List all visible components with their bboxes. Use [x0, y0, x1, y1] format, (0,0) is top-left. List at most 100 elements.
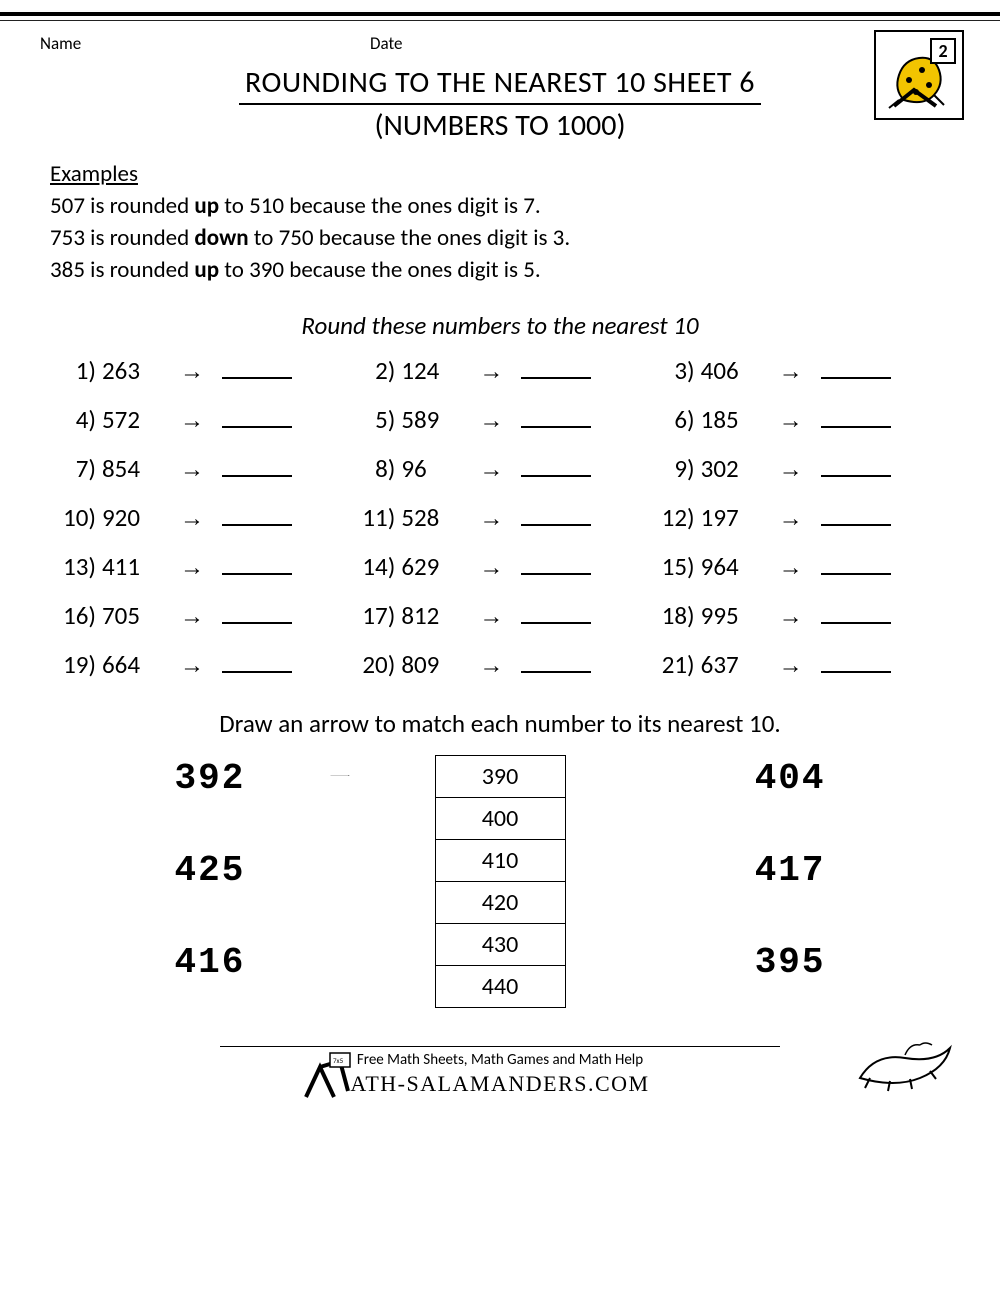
target-cell: 410 — [435, 840, 565, 882]
content: Examples 507 is rounded up to 510 becaus… — [0, 144, 1000, 739]
problem-item: 1)263→ — [56, 355, 345, 386]
arrow-icon: → — [162, 505, 222, 533]
target-cell: 400 — [435, 798, 565, 840]
problem-value: 854 — [96, 453, 162, 484]
arrow-icon: → — [761, 456, 821, 484]
arrow-icon: → — [761, 358, 821, 386]
answer-blank[interactable] — [821, 504, 891, 526]
problem-item: 12)197→ — [655, 502, 944, 533]
problem-value: 185 — [695, 404, 761, 435]
match-right-column: 404417395 — [566, 755, 826, 983]
problem-index: 3) — [655, 355, 695, 386]
problem-value: 411 — [96, 551, 162, 582]
answer-blank[interactable] — [821, 455, 891, 477]
answer-blank[interactable] — [222, 553, 292, 575]
target-cell: 420 — [435, 882, 565, 924]
problem-item: 7)854→ — [56, 453, 345, 484]
instruction-1: Round these numbers to the nearest 10 — [50, 310, 950, 341]
footer-text-2: ATH-SALAMANDERS.COM — [40, 1071, 960, 1097]
answer-blank[interactable] — [821, 406, 891, 428]
target-table-wrap: 390400410420430440 — [435, 755, 566, 1008]
problem-index: 4) — [56, 404, 96, 435]
problem-index: 7) — [56, 453, 96, 484]
arrow-icon: → — [461, 554, 521, 582]
problem-item: 4)572→ — [56, 404, 345, 435]
match-number: 404 — [755, 759, 826, 799]
name-label: Name — [40, 33, 370, 54]
answer-blank[interactable] — [821, 553, 891, 575]
arrow-icon: → — [761, 505, 821, 533]
problem-item: 19)664→ — [56, 649, 345, 680]
problem-item: 13)411→ — [56, 551, 345, 582]
problem-item: 10)920→ — [56, 502, 345, 533]
match-number: 425 — [175, 851, 246, 891]
problem-item: 3)406→ — [655, 355, 944, 386]
problem-item: 21)637→ — [655, 649, 944, 680]
answer-blank[interactable] — [521, 406, 591, 428]
answer-blank[interactable] — [821, 651, 891, 673]
answer-blank[interactable] — [222, 357, 292, 379]
answer-blank[interactable] — [222, 455, 292, 477]
problem-index: 21) — [655, 649, 695, 680]
problem-item: 17)812→ — [355, 600, 644, 631]
answer-blank[interactable] — [521, 504, 591, 526]
problem-index: 13) — [56, 551, 96, 582]
svg-text:7x5: 7x5 — [333, 1056, 344, 1065]
problem-index: 1) — [56, 355, 96, 386]
problem-index: 6) — [655, 404, 695, 435]
rule-top-thick — [0, 12, 1000, 16]
problem-value: 96 — [395, 453, 461, 484]
problem-value: 809 — [395, 649, 461, 680]
title-block: ROUNDING TO THE NEAREST 10 SHEET 6 (NUMB… — [0, 60, 1000, 144]
answer-blank[interactable] — [222, 651, 292, 673]
problem-index: 10) — [56, 502, 96, 533]
problem-value: 589 — [395, 404, 461, 435]
target-cell: 440 — [435, 966, 565, 1008]
match-left-column: 392 425 416 — [175, 755, 435, 983]
arrow-icon: → — [461, 358, 521, 386]
answer-blank[interactable] — [222, 406, 292, 428]
arrow-icon: → — [761, 603, 821, 631]
example-line: 753 is rounded down to 750 because the o… — [50, 224, 950, 252]
answer-blank[interactable] — [521, 357, 591, 379]
problem-item: 2)124→ — [355, 355, 644, 386]
answer-blank[interactable] — [222, 504, 292, 526]
answer-blank[interactable] — [521, 602, 591, 624]
answer-blank[interactable] — [821, 602, 891, 624]
problem-value: 637 — [695, 649, 761, 680]
match-number: 416 — [175, 943, 246, 983]
problem-value: 197 — [695, 502, 761, 533]
problem-index: 15) — [655, 551, 695, 582]
footer: Free Math Sheets, Math Games and Math He… — [0, 1038, 1000, 1117]
header-row: Name Date — [0, 31, 1000, 60]
example-line: 507 is rounded up to 510 because the one… — [50, 192, 950, 220]
problem-item: 15)964→ — [655, 551, 944, 582]
answer-blank[interactable] — [521, 455, 591, 477]
answer-blank[interactable] — [222, 602, 292, 624]
problem-item: 8)96→ — [355, 453, 644, 484]
problem-value: 629 — [395, 551, 461, 582]
example-arrow-icon — [245, 775, 435, 777]
problem-value: 302 — [695, 453, 761, 484]
date-label: Date — [370, 33, 402, 54]
problem-value: 528 — [395, 502, 461, 533]
problem-value: 812 — [395, 600, 461, 631]
examples-list: 507 is rounded up to 510 because the one… — [50, 192, 950, 284]
grade-number: 2 — [930, 38, 956, 64]
title-line-2: (NUMBERS TO 1000) — [40, 107, 960, 144]
match-number: 392 — [175, 759, 246, 799]
problem-item: 6)185→ — [655, 404, 944, 435]
footer-text-1: Free Math Sheets, Math Games and Math He… — [40, 1051, 960, 1069]
arrow-icon: → — [761, 652, 821, 680]
answer-blank[interactable] — [521, 553, 591, 575]
problem-value: 124 — [395, 355, 461, 386]
problem-index: 14) — [355, 551, 395, 582]
rule-top-thin — [0, 20, 1000, 21]
problem-item: 20)809→ — [355, 649, 644, 680]
answer-blank[interactable] — [521, 651, 591, 673]
arrow-icon: → — [461, 505, 521, 533]
problem-item: 11)528→ — [355, 502, 644, 533]
target-cell: 430 — [435, 924, 565, 966]
answer-blank[interactable] — [821, 357, 891, 379]
arrow-icon: → — [162, 407, 222, 435]
